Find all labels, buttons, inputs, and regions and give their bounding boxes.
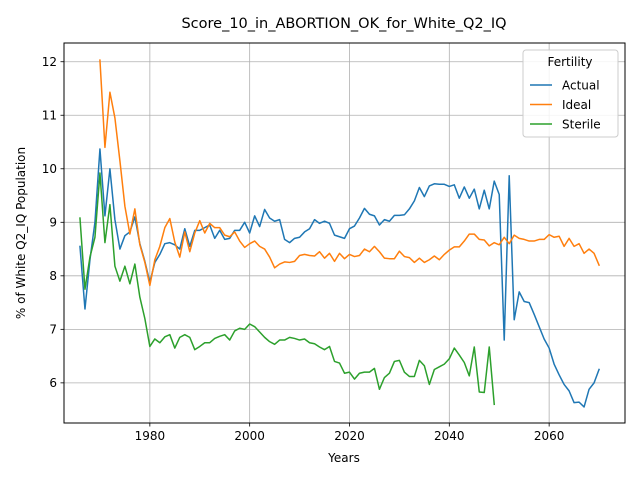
y-tick-label: 12 — [42, 55, 57, 69]
y-tick-label: 11 — [42, 109, 57, 123]
legend-label-ideal: Ideal — [562, 98, 591, 112]
axis-ticks: 1980 2000 2020 2040 2060 6 7 8 9 10 11 12 — [42, 55, 565, 443]
legend-box — [522, 49, 619, 138]
series-line-ideal — [99, 59, 601, 287]
legend-title: Fertility — [547, 55, 592, 69]
y-tick-label: 8 — [49, 269, 57, 283]
chart-title: Score_10_in_ABORTION_OK_for_White_Q2_IQ — [181, 16, 506, 32]
x-tick-label: 2020 — [334, 429, 365, 443]
series-line-actual — [79, 148, 601, 408]
y-axis-label: % of White Q2_IQ Population — [14, 147, 28, 319]
legend-label-actual: Actual — [562, 78, 600, 92]
legend-entries: Actual Ideal Sterile — [530, 78, 601, 131]
x-tick-label: 2060 — [534, 429, 565, 443]
x-axis-label: Years — [327, 451, 360, 465]
plot-frame — [63, 42, 626, 424]
series-lines — [79, 59, 601, 408]
y-tick-label: 9 — [49, 216, 57, 230]
x-tick-label: 2040 — [434, 429, 465, 443]
legend-label-sterile: Sterile — [562, 117, 601, 131]
y-tick-label: 7 — [49, 323, 57, 337]
y-tick-label: 10 — [42, 162, 57, 176]
series-line-sterile — [79, 172, 496, 406]
y-tick-label: 6 — [49, 376, 57, 390]
x-tick-label: 2000 — [234, 429, 265, 443]
legend: Fertility Actual Ideal Sterile — [522, 49, 619, 138]
x-tick-label: 1980 — [135, 429, 166, 443]
